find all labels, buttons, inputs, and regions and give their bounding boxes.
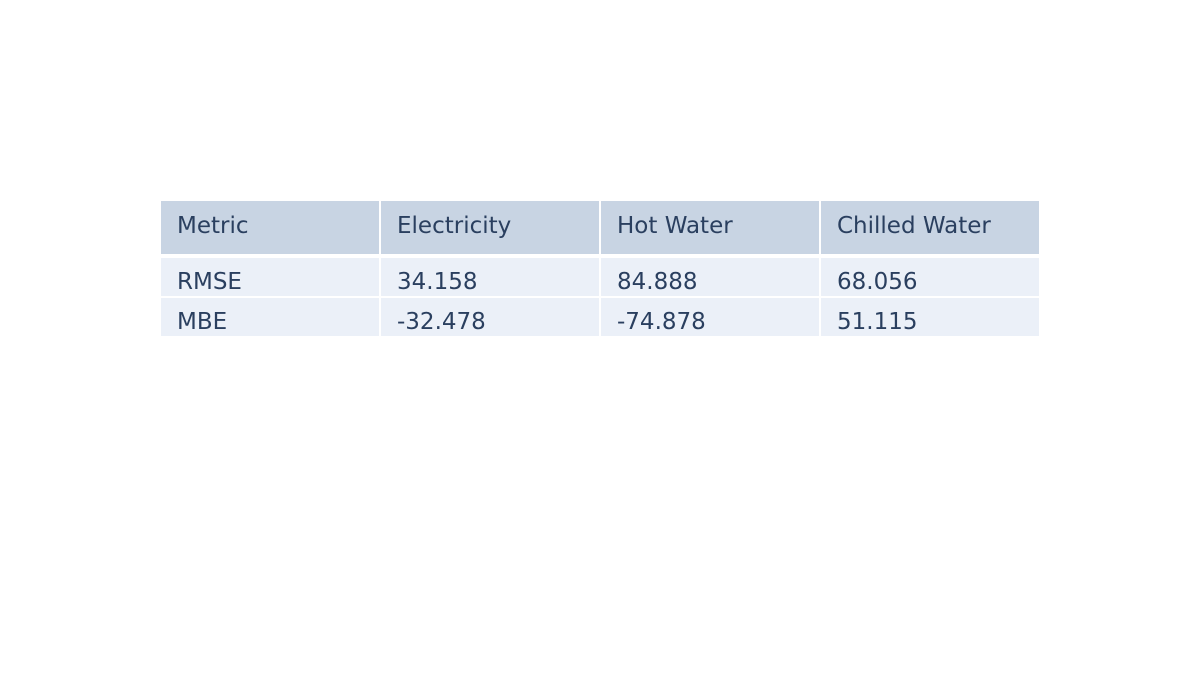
table-row: MBE -32.478 -74.878 51.115 xyxy=(160,297,1040,337)
header-cell: Electricity xyxy=(380,200,600,255)
header-cell: Hot Water xyxy=(600,200,820,255)
table-cell: 51.115 xyxy=(820,297,1040,337)
table-cell: 84.888 xyxy=(600,257,820,297)
header-cell: Chilled Water xyxy=(820,200,1040,255)
header-cell: Metric xyxy=(160,200,380,255)
table-row: RMSE 34.158 84.888 68.056 xyxy=(160,257,1040,297)
table-header-row: Metric Electricity Hot Water Chilled Water xyxy=(160,200,1040,255)
table-cell: -74.878 xyxy=(600,297,820,337)
table-cell: -32.478 xyxy=(380,297,600,337)
table-cell: RMSE xyxy=(160,257,380,297)
metrics-table: Metric Electricity Hot Water Chilled Water … xyxy=(160,200,1040,337)
table-cell: MBE xyxy=(160,297,380,337)
table-cell: 34.158 xyxy=(380,257,600,297)
table-body: RMSE 34.158 84.888 68.056 MBE -32.478 -74.878 5… xyxy=(160,257,1040,337)
table-cell: 68.056 xyxy=(820,257,1040,297)
